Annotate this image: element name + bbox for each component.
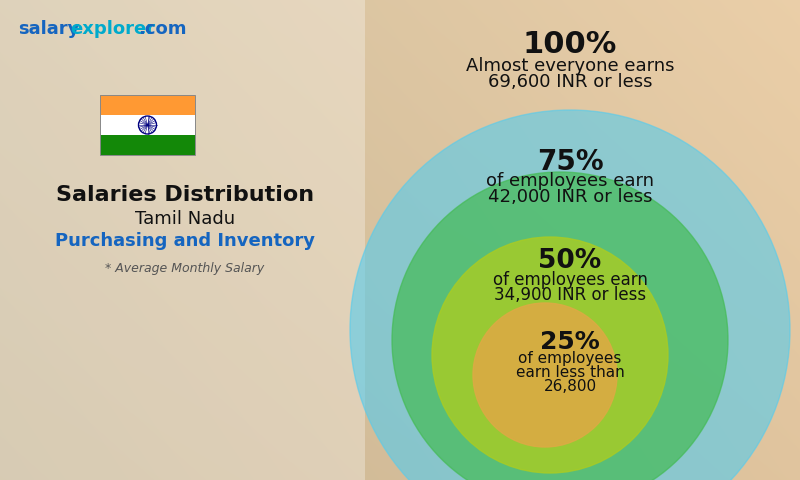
Bar xyxy=(100,95,195,155)
Circle shape xyxy=(473,303,617,447)
Bar xyxy=(0,0,365,480)
Bar xyxy=(100,115,195,135)
Text: Purchasing and Inventory: Purchasing and Inventory xyxy=(55,232,315,250)
Text: 25%: 25% xyxy=(540,330,600,354)
Text: 100%: 100% xyxy=(523,30,617,59)
Text: of employees: of employees xyxy=(518,351,622,366)
Text: Almost everyone earns: Almost everyone earns xyxy=(466,57,674,75)
Circle shape xyxy=(392,172,728,480)
Text: explorer: explorer xyxy=(70,20,155,38)
Bar xyxy=(100,95,195,115)
Circle shape xyxy=(350,110,790,480)
Text: 50%: 50% xyxy=(538,248,602,274)
Text: 69,600 INR or less: 69,600 INR or less xyxy=(488,73,652,91)
Text: 26,800: 26,800 xyxy=(543,379,597,394)
Text: of employees earn: of employees earn xyxy=(486,172,654,190)
Text: 75%: 75% xyxy=(537,148,603,176)
Text: earn less than: earn less than xyxy=(516,365,624,380)
Text: Tamil Nadu: Tamil Nadu xyxy=(135,210,235,228)
Text: .com: .com xyxy=(138,20,186,38)
Text: of employees earn: of employees earn xyxy=(493,271,647,289)
Bar xyxy=(100,135,195,155)
Text: * Average Monthly Salary: * Average Monthly Salary xyxy=(106,262,265,275)
Text: 42,000 INR or less: 42,000 INR or less xyxy=(488,188,652,206)
Circle shape xyxy=(432,237,668,473)
Text: 34,900 INR or less: 34,900 INR or less xyxy=(494,286,646,304)
Text: salary: salary xyxy=(18,20,79,38)
Text: Salaries Distribution: Salaries Distribution xyxy=(56,185,314,205)
